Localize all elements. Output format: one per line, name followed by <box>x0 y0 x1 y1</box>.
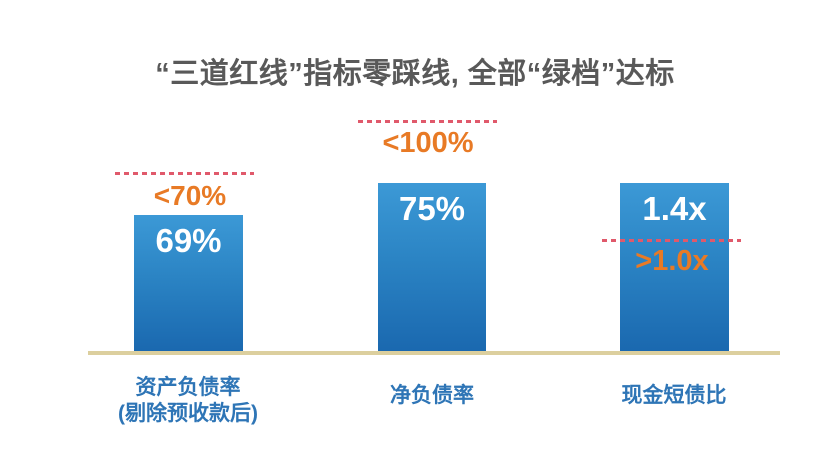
bar-cash-short-debt-ratio: 1.4x <box>620 183 729 352</box>
category-label-3: 现金短债比 <box>574 383 774 409</box>
category-label-1-line1: 资产负债率 <box>135 376 241 399</box>
page-title: “三道红线”指标零踩线, 全部“绿档”达标 <box>155 58 675 90</box>
category-label-2: 净负债率 <box>332 383 532 409</box>
bar-value-label-3: 1.4x <box>642 190 707 227</box>
threshold-label-2: <100% <box>382 127 474 159</box>
category-label-2-line1: 净负债率 <box>390 384 474 407</box>
threshold-dashed-line-1 <box>115 172 254 175</box>
x-axis-baseline <box>88 351 780 355</box>
threshold-label-3: >1.0x <box>635 245 709 277</box>
threshold-dashed-line-3 <box>602 239 741 242</box>
category-label-1-line2: (剔除预收款后) <box>118 402 258 425</box>
bar-value-label-1: 69% <box>155 222 222 259</box>
threshold-label-1: <70% <box>153 180 227 211</box>
bar-value-label-2: 75% <box>398 190 466 227</box>
bar-net-debt-ratio: 75% <box>378 183 486 352</box>
bar-asset-liability-ratio: 69% <box>134 215 243 352</box>
threshold-dashed-line-2 <box>358 120 497 123</box>
category-label-3-line1: 现金短债比 <box>621 384 727 407</box>
category-label-1: 资产负债率 (剔除预收款后) <box>88 375 288 427</box>
